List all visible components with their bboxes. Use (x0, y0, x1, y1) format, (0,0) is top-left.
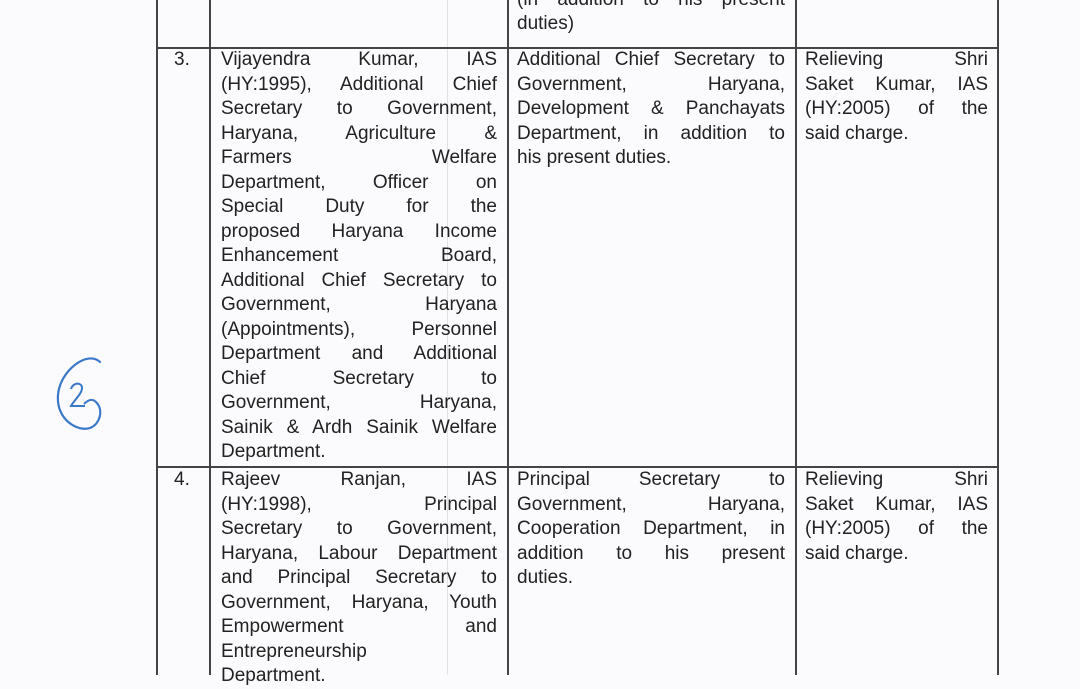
text-line: Government, Haryana, Youth (221, 591, 497, 613)
table-border-left (156, 0, 158, 675)
text-line: (HY:1995), Additional Chief (221, 73, 497, 95)
text-line: Vijayendra Kumar, IAS (221, 49, 497, 70)
posting-cell: Principal Secretary to Government, Haryan… (517, 468, 785, 591)
text-line: Additional Chief Secretary to (221, 269, 497, 291)
text-line: (HY:2005) of the (805, 518, 988, 539)
text-line: Cooperation Department, in (517, 518, 785, 539)
text-line: Department, in addition to (517, 122, 785, 144)
text-line: Principal Secretary to (517, 469, 785, 490)
row-number: 4. (174, 469, 190, 490)
table-column-divider (209, 0, 211, 675)
officer-cell: Rajeev Ranjan, IAS (HY:1998), Principal Se… (221, 468, 497, 689)
text-line: Government, Haryana, (517, 493, 785, 515)
text-line: Government, Haryana, (221, 392, 497, 413)
text-line: Department and Additional (221, 343, 497, 364)
text-line: Chief Secretary to (221, 367, 497, 389)
text-line: said charge. (805, 542, 909, 564)
row-divider (157, 466, 999, 468)
text-line: Sainik & Ardh Sainik Welfare (221, 416, 497, 438)
text-line: Development & Panchayats (517, 98, 785, 119)
text-line: his present duties. (517, 147, 672, 168)
text-line: Special Duty for the (221, 196, 497, 217)
text-line: addition to his present (517, 542, 785, 564)
text-line: Entrepreneurship (221, 640, 367, 662)
remarks-cell: Relieving Shri Saket Kumar, IAS (HY:2005) … (805, 468, 988, 566)
text-line: duties) (517, 13, 575, 34)
text-line: Saket Kumar, IAS (805, 73, 988, 95)
text-line: Haryana, Agriculture & (221, 122, 497, 144)
text-line: Enhancement Board, (221, 245, 497, 266)
text-line: Saket Kumar, IAS (805, 493, 988, 515)
officer-cell: Vijayendra Kumar, IAS (HY:1995), Addition… (221, 48, 497, 465)
text-line: Department. (221, 665, 326, 686)
remarks-cell: Relieving Shri Saket Kumar, IAS (HY:2005) … (805, 48, 988, 146)
text-line: Department, Officer on (221, 171, 497, 193)
text-line: Department. (221, 441, 326, 462)
text-line: duties. (517, 567, 573, 588)
text-line: Relieving Shri (805, 469, 988, 490)
text-line: (Appointments), Personnel (221, 318, 497, 340)
table-column-divider (507, 0, 509, 675)
scan-artifact-line (447, 0, 448, 675)
text-line: Government, Haryana (221, 294, 497, 315)
text-line: (in addition to his present (517, 0, 785, 12)
table-border-right (997, 0, 999, 675)
text-line: Haryana, Labour Department (221, 542, 497, 564)
text-line: proposed Haryana Income (221, 220, 497, 242)
text-line: Additional Chief Secretary to (517, 49, 785, 70)
text-line: (HY:2005) of the (805, 98, 988, 119)
text-line: (HY:1998), Principal (221, 493, 497, 515)
row-divider (157, 47, 999, 49)
text-line: said charge. (805, 122, 909, 144)
text-line: Secretary to Government, (221, 98, 497, 119)
text-line: Farmers Welfare (221, 147, 497, 168)
text-line: Empowerment and (221, 616, 497, 637)
text-line: Government, Haryana, (517, 73, 785, 95)
handwritten-page-mark (48, 350, 113, 440)
text-line: Relieving Shri (805, 49, 988, 70)
text-line: and Principal Secretary to (221, 567, 497, 588)
posting-cell: Additional Chief Secretary to Government,… (517, 48, 785, 171)
text-line: Rajeev Ranjan, IAS (221, 469, 497, 490)
table-column-divider (795, 0, 797, 675)
row-number: 3. (174, 49, 190, 70)
text-line: Secretary to Government, (221, 518, 497, 539)
